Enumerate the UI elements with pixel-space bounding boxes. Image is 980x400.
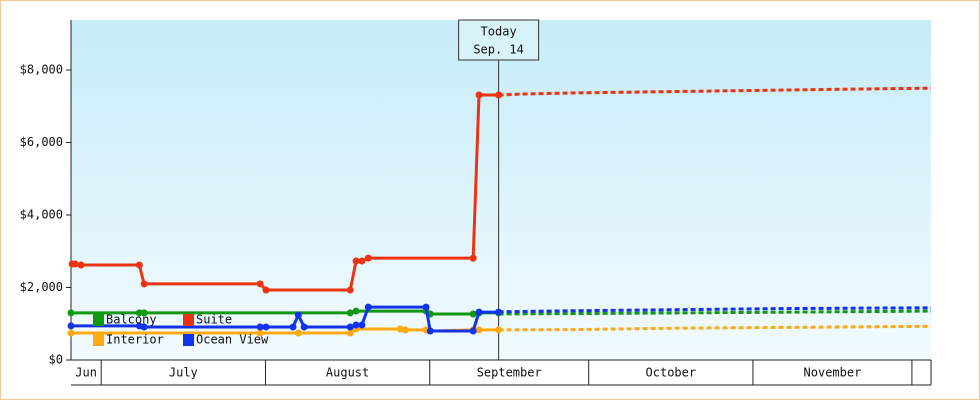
price-point <box>364 254 372 262</box>
legend-label: Balcony <box>106 313 157 327</box>
price-point <box>256 323 264 331</box>
price-point <box>140 323 148 331</box>
x-band-label: July <box>169 366 198 380</box>
price-point <box>294 329 302 337</box>
price-point <box>475 308 483 316</box>
price-point <box>77 261 85 269</box>
y-tick-label: $2,000 <box>20 280 63 294</box>
price-point <box>346 309 354 317</box>
price-point <box>475 91 483 99</box>
y-tick-label: $8,000 <box>20 63 63 77</box>
price-point <box>71 260 79 268</box>
legend-swatch <box>93 334 104 346</box>
price-point <box>135 261 143 269</box>
price-line <box>72 93 499 292</box>
price-point <box>262 286 270 294</box>
forecast-line <box>498 309 932 316</box>
price-point <box>469 254 477 262</box>
legend-swatch <box>183 314 194 326</box>
price-point <box>67 309 75 317</box>
price-point <box>358 321 366 329</box>
price-point <box>396 325 404 333</box>
today-label: Today <box>481 25 517 39</box>
legend-label: Suite <box>196 313 232 327</box>
forecast-line <box>498 324 932 332</box>
price-point <box>140 309 148 317</box>
price-point <box>352 307 360 315</box>
forecast-line <box>498 306 932 314</box>
price-point <box>300 323 308 331</box>
forecast-line <box>498 86 932 97</box>
legend-swatch <box>93 314 104 326</box>
price-point <box>140 280 148 288</box>
x-band-label: August <box>326 366 369 380</box>
price-point <box>346 329 354 337</box>
price-point <box>475 326 483 334</box>
price-point <box>495 326 503 334</box>
legend-label: Interior <box>106 333 164 347</box>
price-point <box>256 280 264 288</box>
price-point <box>469 310 477 318</box>
x-band-label: October <box>646 366 697 380</box>
today-label: Sep. 14 <box>473 43 524 57</box>
price-point <box>352 321 360 329</box>
price-point <box>495 308 503 316</box>
price-point <box>256 329 264 337</box>
x-band-label: September <box>477 366 542 380</box>
price-point <box>352 257 360 265</box>
plot-area <box>71 20 931 360</box>
price-point <box>346 323 354 331</box>
x-band-label: Jun <box>75 366 97 380</box>
price-point <box>358 257 366 265</box>
y-tick-label: $6,000 <box>20 135 63 149</box>
price-point <box>426 327 434 335</box>
today-box <box>458 19 540 61</box>
legend-label: Ocean View <box>196 333 269 347</box>
y-tick-label: $0 <box>49 353 63 367</box>
price-point <box>401 326 409 334</box>
price-point <box>262 323 270 331</box>
price-point <box>495 91 503 99</box>
price-point <box>469 327 477 335</box>
price-point <box>294 311 302 319</box>
x-band-label: November <box>804 366 862 380</box>
price-point <box>67 322 75 330</box>
price-point <box>422 303 430 311</box>
price-point <box>67 329 75 337</box>
y-tick-label: $4,000 <box>20 208 63 222</box>
legend-swatch <box>183 334 194 346</box>
price-point <box>346 286 354 294</box>
price-point <box>364 303 372 311</box>
price-point <box>289 323 297 331</box>
